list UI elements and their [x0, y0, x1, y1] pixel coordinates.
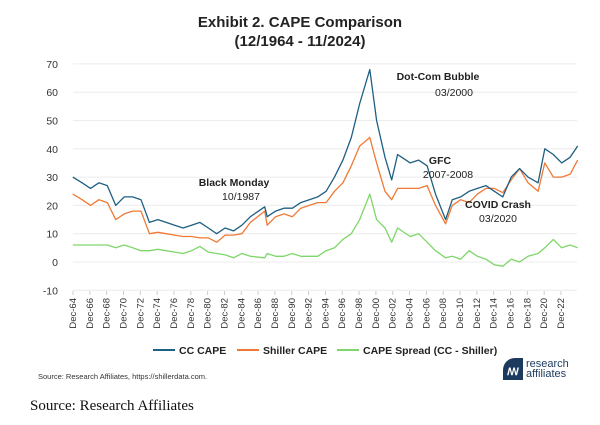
y-tick-label: 40 — [46, 144, 58, 156]
x-tick-label: Dec-80 — [203, 298, 214, 329]
x-tick-label: Dec-74 — [152, 298, 163, 329]
x-tick-label: Dec-92 — [304, 298, 315, 329]
annotation-date: 10/1987 — [222, 191, 260, 203]
x-tick-label: Dec-86 — [253, 298, 264, 329]
series-line-cc-cape — [72, 68, 579, 235]
x-tick-label: Dec-98 — [354, 298, 365, 329]
annotation-date: 2007-2008 — [423, 169, 473, 181]
y-tick-label: 20 — [46, 200, 58, 212]
legend-label: Shiller CAPE — [263, 345, 327, 357]
legend-label: CAPE Spread (CC - Shiller) — [363, 345, 497, 357]
annotation-label: GFC — [429, 155, 452, 167]
x-tick-label: Dec-94 — [320, 298, 331, 329]
x-tick-label: Dec-16 — [506, 298, 517, 329]
x-tick-label: Dec-78 — [186, 298, 197, 329]
chart-title: Exhibit 2. CAPE Comparison — [197, 14, 403, 31]
x-tick-label: Dec-84 — [236, 298, 247, 329]
x-tick-label: Dec-10 — [455, 298, 466, 329]
x-tick-label: Dec-68 — [102, 298, 113, 329]
series-line-cape-spread-cc-shiller- — [72, 193, 578, 267]
annotation-label: Black Monday — [199, 177, 270, 189]
x-tick-label: Dec-70 — [118, 298, 129, 329]
y-tick-label: 0 — [52, 257, 58, 269]
y-tick-label: 60 — [46, 87, 58, 99]
y-tick-label: 30 — [46, 172, 58, 184]
x-tick-label: Dec-02 — [388, 298, 399, 329]
caption: Source: Research Affiliates — [30, 398, 194, 414]
logo-line2: affiliates — [526, 368, 567, 380]
x-tick-label: Dec-90 — [287, 298, 298, 329]
annotation-date: 03/2020 — [479, 213, 517, 225]
y-tick-label: 10 — [46, 229, 58, 241]
x-tick-label: Dec-08 — [438, 298, 449, 329]
x-tick-label: Dec-20 — [539, 298, 550, 329]
legend-label: CC CAPE — [179, 345, 226, 357]
x-tick-label: Dec-66 — [85, 298, 96, 329]
source-note: Source: Research Affiliates, https://shi… — [38, 372, 208, 381]
annotation-label: Dot-Com Bubble — [397, 71, 480, 83]
x-tick-label: Dec-22 — [556, 298, 567, 329]
x-tick-label: Dec-72 — [135, 298, 146, 329]
x-tick-label: Dec-12 — [472, 298, 483, 329]
x-tick-label: Dec-88 — [270, 298, 281, 329]
y-tick-label: -10 — [43, 285, 58, 297]
x-tick-label: Dec-04 — [405, 298, 416, 329]
logo-text: research affiliates — [526, 358, 569, 380]
x-tick-label: Dec-82 — [219, 298, 230, 329]
y-tick-label: 50 — [46, 116, 58, 128]
research-affiliates-logo: ꟿ research affiliates — [503, 358, 569, 380]
x-tick-label: Dec-76 — [169, 298, 180, 329]
x-tick-label: Dec-18 — [522, 298, 533, 329]
x-tick-label: Dec-14 — [489, 298, 500, 329]
annotation-label: COVID Crash — [465, 199, 531, 211]
y-tick-label: 70 — [46, 59, 58, 71]
chart-subtitle: (12/1964 - 11/2024) — [234, 33, 366, 50]
annotation-date: 03/2000 — [435, 87, 473, 99]
x-tick-label: Dec-00 — [371, 298, 382, 329]
x-tick-label: Dec-64 — [68, 298, 79, 329]
x-tick-label: Dec-06 — [421, 298, 432, 329]
logo-line1: research — [526, 358, 569, 370]
series-line-shiller-cape — [72, 136, 579, 243]
logo-mark-icon: ꟿ — [503, 358, 523, 380]
x-tick-label: Dec-96 — [337, 298, 348, 329]
